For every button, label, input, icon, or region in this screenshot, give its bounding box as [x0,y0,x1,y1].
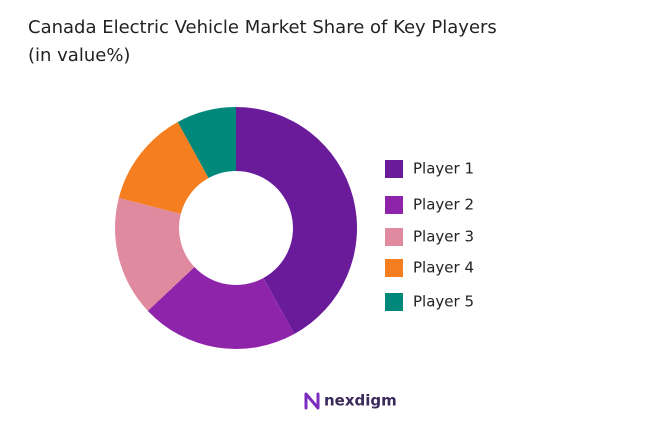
donut-slice [147,267,295,349]
legend-label: Player 3 [413,228,474,246]
donut-slice [177,107,236,179]
donut-slice [236,107,357,335]
legend-label: Player 1 [413,160,474,178]
legend-swatch [385,228,403,246]
chart-title: Canada Electric Vehicle Market Share of … [28,17,497,38]
brand-name: nexdigm [324,392,397,410]
donut-slice [115,197,195,311]
legend-label: Player 4 [413,259,474,277]
chart-subtitle: (in value%) [28,45,130,66]
legend-label: Player 5 [413,293,474,311]
brand-logo: nexdigm [304,392,397,410]
legend-swatch [385,196,403,214]
legend-swatch [385,293,403,311]
legend-label: Player 2 [413,196,474,214]
legend-swatch [385,259,403,277]
donut-slice [118,121,209,214]
legend-swatch [385,160,403,178]
